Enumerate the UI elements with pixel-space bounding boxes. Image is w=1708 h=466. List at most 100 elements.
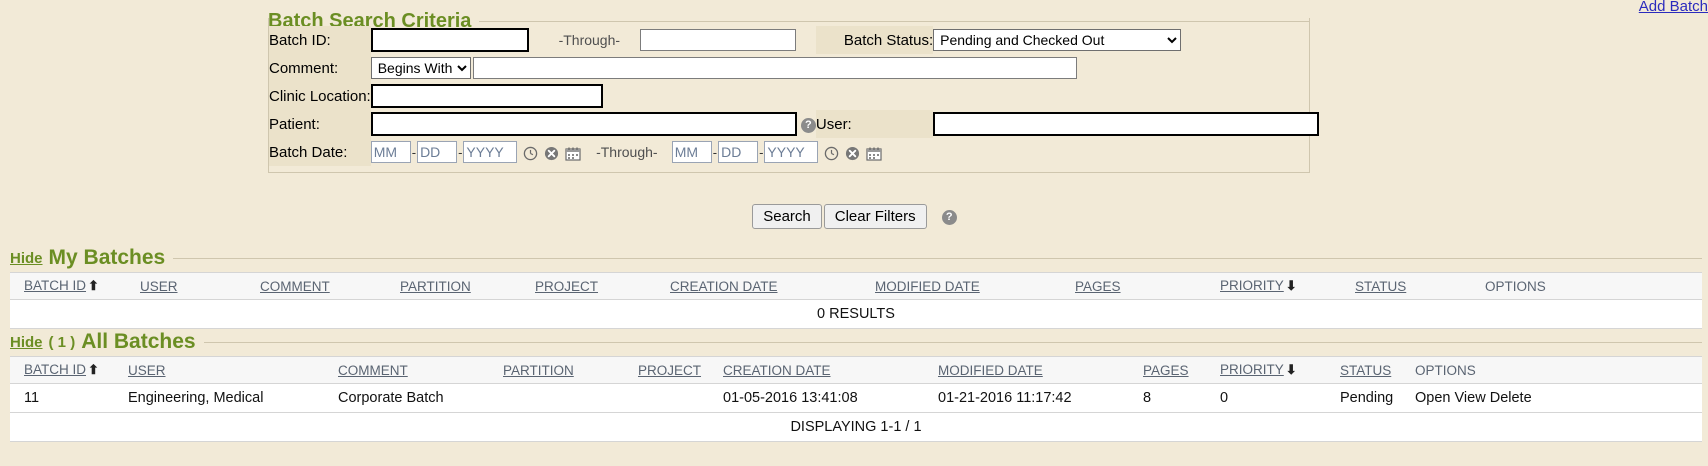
col-project-label[interactable]: PROJECT <box>535 278 599 294</box>
col-batch-id[interactable]: BATCH ID ⬆ <box>10 273 140 300</box>
batch-date-from-year-input[interactable] <box>463 141 518 163</box>
col-project[interactable]: PROJECT <box>535 273 670 300</box>
my-batches-table: BATCH ID ⬆ USER COMMENT PARTITION PROJECT… <box>10 273 1702 328</box>
search-button[interactable]: Search <box>752 204 822 229</box>
criteria-row-clinic-location: Clinic Location: <box>269 82 1319 110</box>
add-batch-link[interactable]: Add Batch <box>1638 0 1708 15</box>
sort-descending-icon: ⬇ <box>1285 278 1297 293</box>
batch-date-to-month-input[interactable] <box>671 141 712 163</box>
patient-help-icon[interactable]: ? <box>800 117 816 133</box>
col-pages[interactable]: PAGES <box>1075 273 1220 300</box>
clinic-location-field-cell <box>370 82 1319 110</box>
col-batch-id-label[interactable]: BATCH ID <box>24 278 87 293</box>
top-bar: Add Batch <box>0 0 1708 16</box>
col-creation-date[interactable]: CREATION DATE <box>670 273 875 300</box>
all-batches-hide-link[interactable]: Hide <box>10 334 43 351</box>
batch-id-to-input[interactable] <box>640 29 797 51</box>
all-col-creation-date[interactable]: CREATION DATE <box>723 357 938 384</box>
user-label: User: <box>815 110 934 138</box>
all-col-status-label[interactable]: STATUS <box>1340 362 1392 378</box>
clear-x-icon-2[interactable] <box>845 146 860 161</box>
col-options-label: OPTIONS <box>1485 278 1546 294</box>
comment-input[interactable] <box>472 57 1077 79</box>
clear-filters-button[interactable]: Clear Filters <box>823 204 927 229</box>
batch-id-input[interactable] <box>370 28 529 52</box>
col-creation-date-label[interactable]: CREATION DATE <box>670 278 778 294</box>
all-col-project-label[interactable]: PROJECT <box>638 362 702 378</box>
col-user-label[interactable]: USER <box>140 278 178 294</box>
all-col-partition[interactable]: PARTITION <box>503 357 638 384</box>
criteria-row-comment: Comment: Begins With <box>269 54 1319 82</box>
col-partition-label[interactable]: PARTITION <box>400 278 471 294</box>
clear-x-icon[interactable] <box>544 146 559 161</box>
all-col-partition-label[interactable]: PARTITION <box>503 362 574 378</box>
col-priority[interactable]: PRIORITY ⬇ <box>1220 273 1355 300</box>
user-input[interactable] <box>933 112 1320 136</box>
batch-date-to-day-input[interactable] <box>718 141 759 163</box>
col-user[interactable]: USER <box>140 273 260 300</box>
all-col-priority-label[interactable]: PRIORITY <box>1220 362 1284 377</box>
batch-id-through-label: -Through- <box>558 31 621 48</box>
cell-status: Pending <box>1340 383 1415 413</box>
all-col-comment[interactable]: COMMENT <box>338 357 503 384</box>
col-modified-date[interactable]: MODIFIED DATE <box>875 273 1075 300</box>
date-sep-1: - <box>411 145 417 160</box>
all-batches-table: BATCH ID ⬆ USER COMMENT PARTITION PROJECT… <box>10 357 1702 441</box>
col-comment-label[interactable]: COMMENT <box>260 278 330 294</box>
all-col-batch-id-label[interactable]: BATCH ID <box>24 362 87 377</box>
clock-icon[interactable] <box>523 146 538 161</box>
all-col-project[interactable]: PROJECT <box>638 357 723 384</box>
calendar-icon[interactable] <box>565 146 581 161</box>
col-status[interactable]: STATUS <box>1355 273 1485 300</box>
all-batches-hide-count[interactable]: ( 1 ) <box>48 333 76 351</box>
view-batch-link[interactable]: View <box>1454 390 1486 406</box>
batch-status-label: Batch Status: <box>815 26 934 54</box>
col-status-label[interactable]: STATUS <box>1355 278 1407 294</box>
all-col-pages[interactable]: PAGES <box>1143 357 1220 384</box>
all-batches-header: Hide ( 1 ) All Batches <box>10 330 1702 354</box>
all-col-pages-label[interactable]: PAGES <box>1143 362 1189 378</box>
col-partition[interactable]: PARTITION <box>400 273 535 300</box>
all-col-user-label[interactable]: USER <box>128 362 166 378</box>
col-pages-label[interactable]: PAGES <box>1075 278 1121 294</box>
col-options: OPTIONS <box>1485 273 1702 300</box>
all-col-modified-date-label[interactable]: MODIFIED DATE <box>938 362 1043 378</box>
table-row[interactable]: 11 Engineering, Medical Corporate Batch … <box>10 383 1702 413</box>
criteria-row-batch-id: Batch ID: -Through- Batch Status: Pendin… <box>269 26 1319 54</box>
col-priority-label[interactable]: PRIORITY <box>1220 278 1284 293</box>
clinic-location-input[interactable] <box>370 84 603 108</box>
calendar-icon-2[interactable] <box>866 146 882 161</box>
patient-label: Patient: <box>269 110 371 138</box>
batch-date-from-day-input[interactable] <box>417 141 458 163</box>
all-col-status[interactable]: STATUS <box>1340 357 1415 384</box>
cell-creation-date: 01-05-2016 13:41:08 <box>723 383 938 413</box>
comment-label: Comment: <box>269 54 371 82</box>
all-col-priority[interactable]: PRIORITY ⬇ <box>1220 357 1340 384</box>
all-col-comment-label[interactable]: COMMENT <box>338 362 408 378</box>
search-help-icon[interactable]: ? <box>941 209 957 225</box>
delete-batch-link[interactable]: Delete <box>1489 390 1532 406</box>
batch-date-to-year-input[interactable] <box>764 141 819 163</box>
all-col-user[interactable]: USER <box>128 357 338 384</box>
all-col-modified-date[interactable]: MODIFIED DATE <box>938 357 1143 384</box>
cell-batch-id: 11 <box>10 383 128 413</box>
col-modified-date-label[interactable]: MODIFIED DATE <box>875 278 980 294</box>
criteria-table: Batch ID: -Through- Batch Status: Pendin… <box>269 26 1320 166</box>
batch-date-from-month-input[interactable] <box>370 141 411 163</box>
col-comment[interactable]: COMMENT <box>260 273 400 300</box>
all-col-options-label: OPTIONS <box>1415 362 1476 378</box>
comment-operator-select[interactable]: Begins With <box>370 57 471 79</box>
all-col-batch-id[interactable]: BATCH ID ⬆ <box>10 357 128 384</box>
cell-project <box>638 383 723 413</box>
cell-comment: Corporate Batch <box>338 383 503 413</box>
open-batch-link[interactable]: Open <box>1415 390 1451 406</box>
patient-input[interactable] <box>370 112 797 136</box>
batch-status-select[interactable]: Pending and Checked Out <box>933 29 1182 51</box>
my-batches-hide-link[interactable]: Hide <box>10 249 43 267</box>
clock-icon-2[interactable] <box>824 146 839 161</box>
all-batches-header-row: BATCH ID ⬆ USER COMMENT PARTITION PROJECT… <box>10 357 1702 384</box>
my-batches-header-row: BATCH ID ⬆ USER COMMENT PARTITION PROJECT… <box>10 273 1702 300</box>
my-batches-grid: BATCH ID ⬆ USER COMMENT PARTITION PROJECT… <box>10 272 1702 329</box>
all-col-creation-date-label[interactable]: CREATION DATE <box>723 362 831 378</box>
all-batches-title: All Batches <box>81 330 196 353</box>
